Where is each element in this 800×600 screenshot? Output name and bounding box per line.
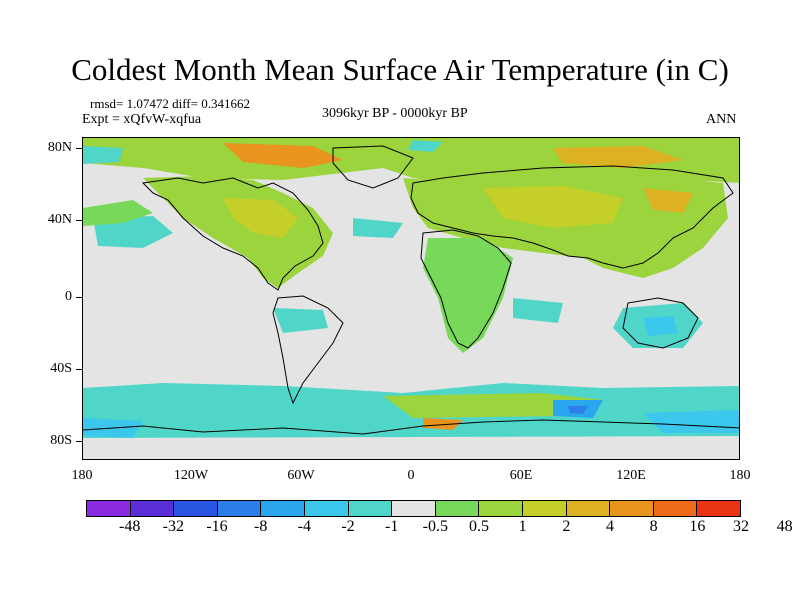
- world-temperature-map: [82, 137, 740, 460]
- greenland-coast: [332, 145, 414, 189]
- x-tick-180e: 180: [729, 468, 751, 483]
- antarctic-east-cool: [643, 410, 739, 433]
- colorbar-swatch-5: [304, 501, 349, 516]
- eurasia-yellow: [483, 186, 623, 228]
- atlantic-cyan-patch: [353, 218, 403, 238]
- colorbar-swatch-14: [697, 501, 740, 516]
- y-tick-40n-mark: [76, 220, 82, 221]
- time-period-text: 3096kyr BP - 0000kyr BP: [322, 106, 468, 121]
- colorbar-label-12: 8: [649, 518, 658, 535]
- southern-green-band: [383, 393, 603, 418]
- colorbar-label-0: -48: [118, 518, 141, 535]
- europe-asia-coast: [410, 165, 734, 269]
- colorbar-swatch-3: [217, 501, 262, 516]
- africa-warm: [423, 238, 513, 353]
- anomaly-fill-layer: [83, 138, 739, 459]
- colorbar-label-2: -16: [206, 518, 228, 535]
- season-text: ANN: [706, 112, 737, 127]
- colorbar-swatch-12: [610, 501, 654, 516]
- colorbar-swatch-1: [130, 501, 175, 516]
- colorbar-swatch-4: [261, 501, 305, 516]
- y-tick-0-mark: [76, 297, 82, 298]
- colorbar-label-1: -32: [162, 518, 184, 535]
- rmsd-diff-text: rmsd= 1.07472 diff= 0.341662: [90, 96, 250, 111]
- colorbar-label-9: 1: [518, 518, 527, 535]
- colorbar-swatch-9: [479, 501, 523, 516]
- pacific-cyan-patch: [93, 216, 173, 248]
- antarctica-coast: [83, 419, 739, 435]
- north-america-warm: [143, 176, 333, 288]
- experiment-text: Expt = xQfvW-xqfua: [82, 112, 202, 127]
- colorbar-swatch-8: [435, 501, 480, 516]
- africa-coast: [420, 229, 512, 349]
- y-tick-40n: 40N: [47, 212, 72, 227]
- x-tick-0: 0: [407, 468, 415, 483]
- x-tick-180w: 180: [71, 468, 93, 483]
- colorbar-label-4: -4: [297, 518, 311, 535]
- siberia-orange: [643, 188, 693, 213]
- colorbar-swatch-0: [87, 501, 131, 516]
- colorbar-label-5: -2: [341, 518, 355, 535]
- colorbar-swatch-11: [566, 501, 611, 516]
- y-tick-40s-mark: [76, 369, 82, 370]
- arctic-orange-patch: [223, 143, 343, 168]
- colorbar-swatch-13: [653, 501, 698, 516]
- y-tick-0: 0: [65, 289, 72, 304]
- plot-title: Coldest Month Mean Surface Air Temperatu…: [71, 52, 729, 87]
- antarctic-orange: [423, 418, 463, 430]
- y-tick-80s-mark: [76, 441, 82, 442]
- southam-cyan: [273, 308, 328, 333]
- colorbar-label-13: 16: [689, 518, 706, 535]
- colorbar-swatch-6: [348, 501, 393, 516]
- colorbar-label-3: -8: [253, 518, 268, 535]
- y-tick-80n-mark: [76, 148, 82, 149]
- x-tick-120e: 120E: [616, 468, 646, 483]
- colorbar-swatch-7: [392, 501, 436, 516]
- colorbar-label-11: 4: [606, 518, 614, 535]
- x-tick-60w: 60W: [287, 468, 315, 483]
- coastline-layer: [83, 145, 739, 435]
- north-america-yellow: [223, 198, 298, 238]
- y-tick-80n: 80N: [47, 140, 72, 155]
- south-america-coast: [272, 295, 344, 405]
- pacific-green-patch: [83, 200, 153, 226]
- greenland-cyan-patch: [408, 140, 443, 152]
- north-america-coast: [141, 177, 324, 291]
- colorbar-label-14: 32: [733, 518, 749, 535]
- arctic-orange-patch-2: [553, 146, 683, 168]
- colorbar-label-7: -0.5: [422, 518, 448, 535]
- antarctic-deep-blue: [568, 406, 588, 414]
- colorbar-label-15: 48: [776, 518, 793, 535]
- australia-blue: [643, 316, 678, 336]
- colorbar-label-10: 2: [562, 518, 571, 535]
- colorbar-label-6: -1: [384, 518, 399, 535]
- y-tick-80s: 80S: [50, 433, 72, 448]
- colorbar: [86, 500, 741, 517]
- indian-cyan-patch: [513, 298, 563, 323]
- antarctic-gray: [83, 436, 739, 459]
- arctic-cool-left: [83, 146, 123, 164]
- colorbar-swatch-2: [174, 501, 218, 516]
- x-tick-120w: 120W: [173, 468, 209, 483]
- x-tick-60e: 60E: [509, 468, 533, 483]
- y-tick-40s: 40S: [50, 361, 72, 376]
- colorbar-swatch-10: [522, 501, 567, 516]
- australia-coast: [622, 297, 699, 349]
- colorbar-label-8: 0.5: [469, 518, 489, 535]
